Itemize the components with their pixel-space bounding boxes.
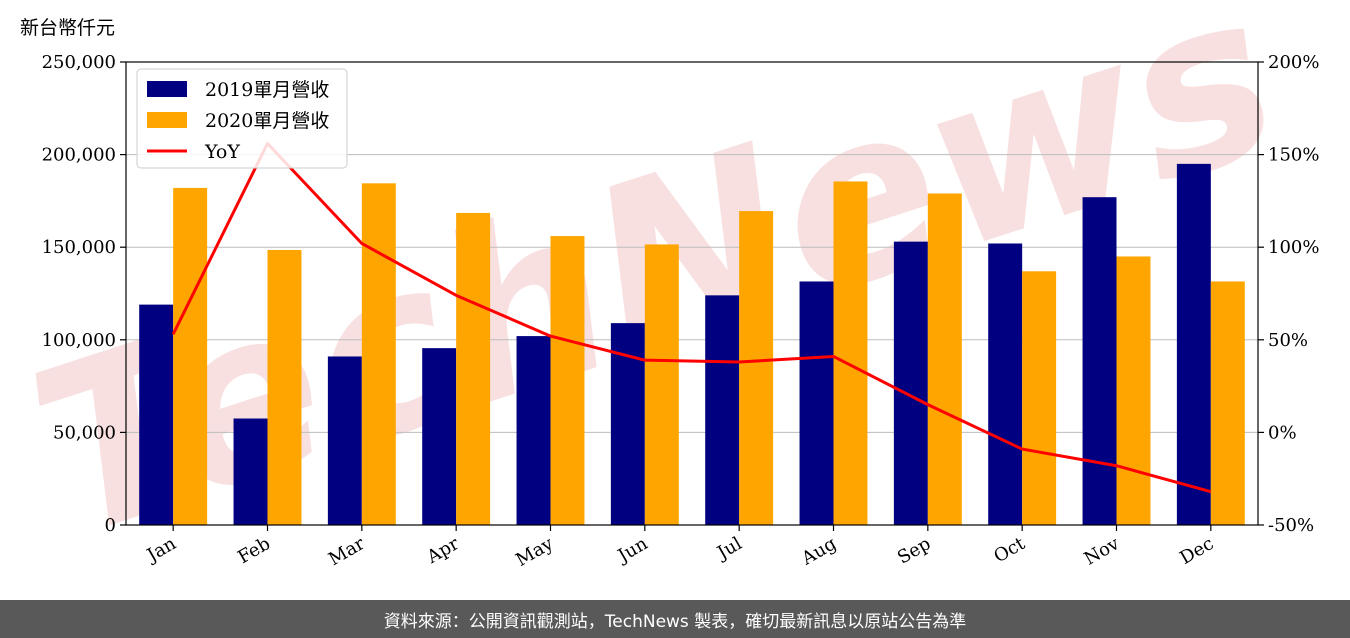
bar-2019-aug (799, 281, 834, 525)
footer-text: 資料來源：公開資訊觀測站，TechNews 製表，確切最新訊息以原站公告為準 (383, 611, 967, 632)
right-tick-label: 0% (1268, 422, 1297, 443)
bar-2020-apr (456, 212, 491, 526)
bar-2019-jul (705, 295, 740, 525)
bar-2020-feb (267, 249, 302, 525)
footer-source-note: 資料來源：公開資訊觀測站，TechNews 製表，確切最新訊息以原站公告為準 (0, 600, 1350, 638)
chart-svg: TechNews 050,000100,000150,000200,000250… (5, 0, 1319, 590)
bar-2020-mar (361, 183, 396, 525)
plot-frame (125, 61, 1259, 526)
left-tick-label: 150,000 (42, 237, 116, 258)
bar-2020-jan (173, 187, 208, 525)
legend-label: 2019單月營收 (205, 79, 329, 101)
x-tick-label: May (512, 533, 557, 571)
bar-2020-nov (1116, 256, 1151, 525)
left-tick-label: 200,000 (42, 145, 116, 166)
bar-2019-feb (233, 418, 268, 525)
bar-2020-may (550, 236, 585, 525)
left-tick-label: 50,000 (53, 422, 116, 443)
left-tick-label: 100,000 (42, 330, 116, 351)
x-tick-label: Aug (797, 533, 840, 570)
bar-2020-jun (644, 244, 679, 525)
bar-2019-mar (327, 356, 362, 525)
bar-2020-aug (833, 181, 868, 526)
bar-2019-may (516, 336, 551, 525)
bar-2020-sep (927, 193, 962, 525)
right-tick-label: 150% (1268, 145, 1319, 166)
x-tick-label: Sep (894, 533, 934, 568)
left-tick-label: 250,000 (42, 52, 116, 73)
bars (139, 163, 1245, 526)
bar-2020-dec (1210, 281, 1245, 525)
x-tick-label: Apr (423, 533, 463, 568)
bar-2019-jan (139, 304, 174, 525)
legend-swatch (147, 112, 187, 128)
x-tick-label: Dec (1176, 533, 1217, 569)
bar-2019-nov (1082, 197, 1117, 526)
bar-2019-apr (422, 348, 457, 525)
revenue-chart: TechNews 0 50,000 100,000 150,000 200,000 250… (5, 0, 1319, 590)
bar-2019-oct (988, 243, 1023, 525)
x-tick-label: Mar (325, 533, 369, 570)
right-tick-label: 100% (1268, 237, 1319, 258)
legend-swatch (147, 81, 187, 97)
x-tick-label: Jun (613, 533, 652, 568)
legend-label: YoY (204, 141, 240, 163)
right-tick-label: 50% (1268, 330, 1308, 351)
legend: 2019單月營收 2020單月營收 YoY (136, 68, 348, 169)
x-tick-label: Jul (712, 533, 746, 565)
legend-box (136, 68, 348, 169)
x-tick-label: Oct (990, 533, 1029, 568)
right-tick-label: -50% (1268, 515, 1314, 536)
left-tick-label: 0 (105, 515, 116, 536)
yoy-line-layer (171, 141, 1212, 494)
x-tick-label: Nov (1081, 533, 1124, 570)
bar-2020-jul (739, 211, 774, 525)
bar-2019-dec (1176, 163, 1211, 526)
yoy-line (171, 141, 1212, 494)
legend-label: 2020單月營收 (205, 110, 329, 132)
bar-2019-sep (893, 241, 928, 526)
y-axis-unit-label: 新台幣仟元 (20, 17, 115, 39)
bar-2020-oct (1022, 271, 1057, 525)
right-tick-label: 200% (1268, 52, 1319, 73)
